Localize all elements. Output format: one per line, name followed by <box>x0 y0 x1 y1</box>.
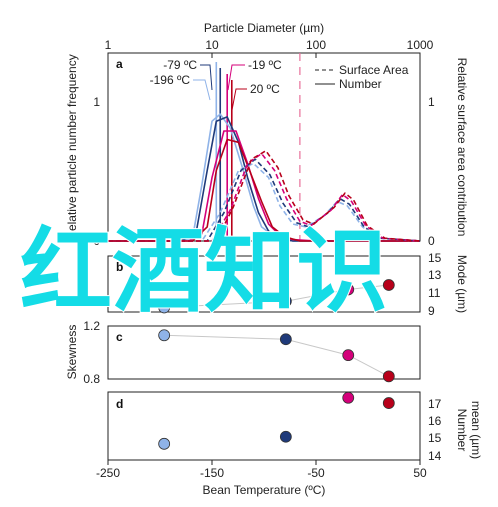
panel-d-ylabel-line1: Number <box>455 409 469 452</box>
panel-b-tick-13: 13 <box>428 268 442 282</box>
panel-a-curve-surface-4 <box>108 162 421 242</box>
panel-c-letter: c <box>116 330 123 344</box>
bottom-tick-minus50: -50 <box>307 466 325 480</box>
overlay-watermark-text: 红酒知识 <box>20 218 388 325</box>
panel-b-trend-line <box>164 284 389 308</box>
panel-a-top-tick-10: 10 <box>205 38 219 52</box>
panel-b-points <box>158 279 395 314</box>
legend-number-label: Number <box>339 77 382 91</box>
panel-c-trend-line <box>164 334 390 377</box>
panel-b-point-0 <box>158 301 171 314</box>
panel-b-ylabel: Mode (µm) <box>455 255 469 313</box>
panel-a-left-tick-1: 1 <box>93 95 100 109</box>
panel-a-curve-number-1 <box>108 116 420 242</box>
leader-minus19 <box>227 64 245 91</box>
leader-20 <box>231 88 247 111</box>
panel-b-letter: b <box>116 260 123 274</box>
panel-a-right-ylabel: Relative surface area contribution <box>455 58 469 237</box>
panel-c-point-3 <box>382 370 395 383</box>
panel-d-point-1 <box>279 430 292 443</box>
panel-b-tick-9: 9 <box>428 304 435 318</box>
panel-b-point-2 <box>342 283 355 296</box>
temp-label-minus196: -196 ºC <box>150 73 191 87</box>
panel-b-point-3 <box>382 279 395 291</box>
panel-c-tick-0.8: 0.8 <box>83 372 100 386</box>
panel-a-curves <box>108 53 421 242</box>
panel-a-left-ylabel: Relative particle number frequency <box>65 54 79 239</box>
panel-a-top-xlabel: Particle Diameter (µm) <box>204 21 324 35</box>
panel-a-letter: a <box>116 57 123 71</box>
panel-d-point-0 <box>158 437 171 450</box>
panel-a-curve-surface-7 <box>108 150 421 242</box>
bottom-tick-50: 50 <box>413 466 427 480</box>
bottom-tick-minus250: -250 <box>96 466 120 480</box>
panel-c-ylabel: Skewness <box>65 325 79 380</box>
temp-label-minus19: -19 ºC <box>248 58 282 72</box>
temp-label-20: 20 ºC <box>250 82 280 96</box>
legend: Surface Area Number <box>315 63 409 91</box>
panel-d-letter: d <box>116 397 123 411</box>
panel-d-tick-16: 16 <box>428 414 442 428</box>
panel-a-top-ticks <box>107 53 421 58</box>
leader-minus196 <box>193 79 211 101</box>
bottom-tick-minus150: -150 <box>200 466 224 480</box>
panel-b-frame <box>107 255 421 313</box>
panel-c-point-1 <box>279 333 292 346</box>
panel-a-curve-number-3 <box>108 138 420 242</box>
panel-a-right-tick-1: 1 <box>428 95 435 109</box>
panel-d-frame <box>107 391 421 461</box>
temp-label-minus79: -79 ºC <box>163 58 197 72</box>
panel-c-point-0 <box>158 329 171 342</box>
panel-c-points <box>158 329 395 383</box>
legend-surface-area-label: Surface Area <box>339 63 409 77</box>
panel-a-top-tick-1: 1 <box>105 38 112 52</box>
panel-b-point-1 <box>279 295 292 308</box>
panel-a-frame <box>107 52 421 242</box>
panel-b-tick-11: 11 <box>428 286 441 300</box>
panel-c-frame <box>107 325 421 380</box>
panel-d-tick-15: 15 <box>428 431 442 445</box>
bottom-xlabel: Bean Temperature (ºC) <box>203 483 326 497</box>
panel-a-curve-surface-5 <box>108 158 421 242</box>
panel-a-top-tick-1000: 1000 <box>407 38 434 52</box>
panel-c-point-2 <box>342 349 355 362</box>
panel-b-tick-15: 15 <box>428 251 442 265</box>
bottom-x-ticks <box>107 460 421 465</box>
panel-d-tick-17: 17 <box>428 397 442 411</box>
panel-d-point-2 <box>342 391 355 404</box>
panel-d-tick-14: 14 <box>428 449 442 463</box>
panel-a-left-tick-0: 0 <box>93 234 100 248</box>
panel-d-ylabel-line2: mean (µm) <box>469 401 483 459</box>
panel-a-top-tick-100: 100 <box>306 38 326 52</box>
panel-d-point-3 <box>382 397 395 409</box>
panel-a-curve-surface-6 <box>108 152 421 242</box>
panel-c-tick-1.2: 1.2 <box>83 319 100 333</box>
panel-a-right-tick-0: 0 <box>428 234 435 248</box>
leader-minus79 <box>200 64 213 91</box>
panel-d-points <box>158 391 395 450</box>
